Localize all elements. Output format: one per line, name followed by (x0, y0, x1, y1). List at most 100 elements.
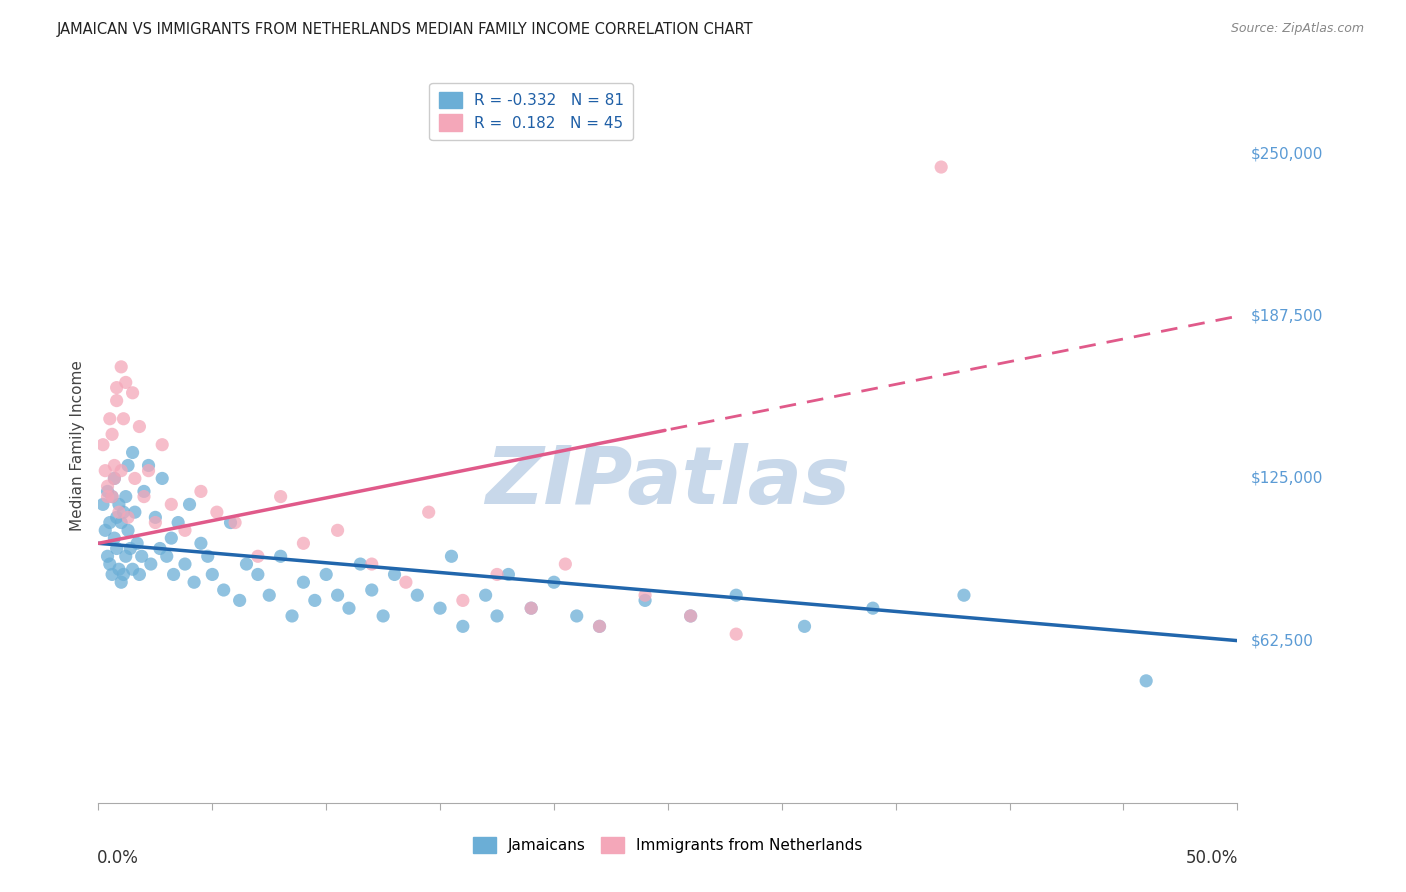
Point (110, 575, 132, 590)
Point (124, 471, 146, 485)
Point (160, 531, 183, 545)
Point (96, 549, 118, 564)
Point (498, 567, 520, 582)
Point (270, 490, 292, 504)
Point (150, 471, 173, 485)
Point (235, 557, 257, 571)
Point (384, 567, 406, 582)
Point (270, 549, 292, 564)
Point (440, 549, 463, 564)
Point (565, 609, 588, 624)
Point (103, 471, 125, 485)
Point (337, 601, 360, 615)
Y-axis label: Median Family Income: Median Family Income (69, 360, 84, 532)
Point (190, 536, 212, 550)
Point (205, 505, 228, 519)
Point (96, 490, 118, 504)
Point (138, 458, 160, 473)
Point (315, 567, 337, 582)
Point (110, 516, 132, 530)
Point (103, 471, 125, 485)
Point (91, 497, 114, 511)
Point (103, 458, 125, 473)
Text: 50.0%: 50.0% (1187, 849, 1239, 867)
Point (94, 464, 117, 478)
Point (292, 575, 315, 590)
Point (108, 505, 131, 519)
Point (292, 536, 315, 550)
Point (145, 510, 167, 524)
Point (360, 582, 382, 597)
Point (953, 588, 976, 602)
Point (160, 497, 183, 511)
Point (108, 497, 131, 511)
Point (212, 582, 235, 597)
Point (201, 567, 224, 582)
Point (634, 593, 657, 607)
Point (110, 464, 132, 478)
Point (156, 549, 179, 564)
Point (451, 593, 474, 607)
Point (520, 601, 543, 615)
Point (149, 541, 172, 556)
Point (246, 549, 269, 564)
Point (112, 567, 135, 582)
Point (162, 567, 184, 582)
Point (197, 549, 219, 564)
Point (96, 479, 118, 493)
Point (326, 524, 349, 538)
Point (117, 458, 139, 473)
Point (101, 427, 124, 442)
Point (138, 464, 160, 478)
Point (105, 381, 128, 395)
Point (474, 588, 496, 602)
Point (110, 359, 132, 374)
Point (91, 438, 114, 452)
Point (101, 567, 124, 582)
Point (224, 516, 246, 530)
Point (114, 549, 136, 564)
Point (406, 588, 429, 602)
Text: $250,000: $250,000 (1251, 146, 1323, 161)
Point (862, 601, 884, 615)
Text: $125,000: $125,000 (1251, 471, 1323, 486)
Point (121, 445, 143, 459)
Text: JAMAICAN VS IMMIGRANTS FROM NETHERLANDS MEDIAN FAMILY INCOME CORRELATION CHART: JAMAICAN VS IMMIGRANTS FROM NETHERLANDS … (56, 22, 752, 37)
Point (451, 619, 474, 633)
Point (543, 575, 565, 590)
Point (127, 536, 149, 550)
Text: $187,500: $187,500 (1251, 309, 1323, 324)
Point (679, 609, 702, 624)
Point (105, 393, 128, 408)
Point (145, 516, 167, 530)
Point (167, 516, 190, 530)
Point (112, 505, 135, 519)
Point (219, 516, 242, 530)
Point (98, 557, 121, 571)
Point (120, 541, 142, 556)
Point (128, 419, 150, 434)
Point (281, 609, 304, 624)
Point (117, 524, 139, 538)
Point (259, 588, 281, 602)
Point (725, 588, 748, 602)
Point (139, 557, 162, 571)
Point (395, 575, 418, 590)
Point (132, 490, 155, 504)
Point (228, 593, 250, 607)
Point (486, 567, 509, 582)
Point (554, 557, 576, 571)
Point (105, 541, 128, 556)
Text: ZIPatlas: ZIPatlas (485, 442, 851, 521)
Point (486, 609, 509, 624)
Point (103, 531, 125, 545)
Point (94, 524, 117, 538)
Point (131, 549, 153, 564)
Point (121, 385, 143, 400)
Point (1135, 673, 1157, 688)
Point (304, 593, 326, 607)
Point (371, 609, 394, 624)
Point (124, 505, 146, 519)
Point (96, 484, 118, 499)
Point (349, 557, 371, 571)
